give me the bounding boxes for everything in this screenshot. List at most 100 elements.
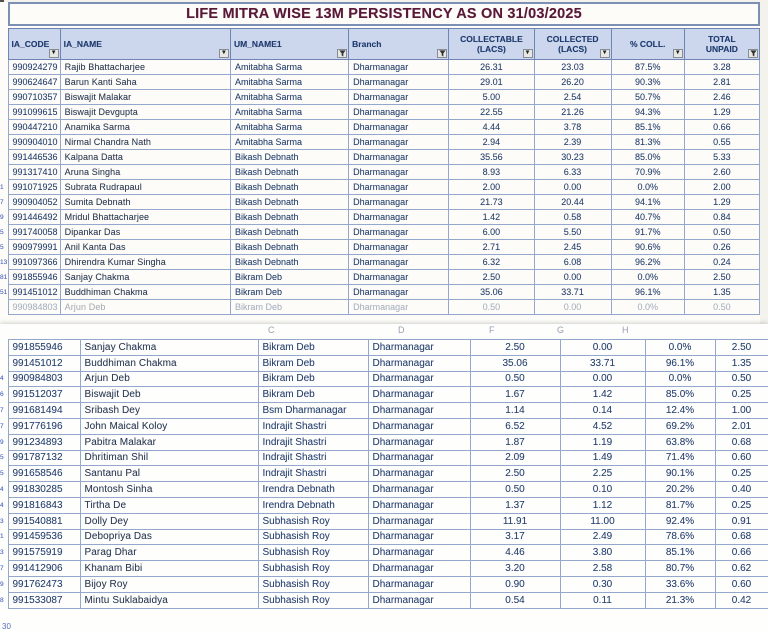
cell-branch[interactable]: Dharmanagar (367, 449, 471, 467)
cell-total[interactable]: 0.60 (714, 575, 768, 593)
row-number-fragment[interactable]: 7 (0, 402, 9, 419)
cell-coll[interactable]: 33.6% (644, 575, 716, 593)
filter-dropdown-icon[interactable]: ▾ (218, 49, 229, 58)
cell-coll[interactable]: 85.0% (610, 149, 685, 165)
column-letter-d[interactable]: D (398, 325, 405, 335)
cell-total[interactable]: 2.01 (714, 417, 768, 435)
row-number-fragment[interactable] (0, 299, 9, 315)
cell-ia-name[interactable]: Buddhiman Chakma (79, 354, 259, 372)
cell-ia-code[interactable]: 991787132 (7, 449, 81, 467)
row-number-fragment[interactable]: 9 (0, 209, 9, 225)
cell-um-name1[interactable]: Subhasish Roy (257, 591, 369, 609)
filter-funnel-icon[interactable] (437, 49, 448, 58)
cell-branch[interactable]: Dharmanagar (367, 528, 471, 546)
cell-coll[interactable]: 90.6% (610, 239, 685, 255)
cell-branch[interactable]: Dharmanagar (348, 149, 450, 165)
cell-total[interactable]: 1.29 (683, 194, 760, 210)
cell-um-name1[interactable]: Bikram Deb (257, 354, 369, 372)
cell-collectable[interactable]: 3.20 (469, 560, 561, 577)
row-number-fragment[interactable] (0, 59, 9, 75)
cell-total[interactable]: 2.00 (683, 179, 760, 195)
col-header-collectable[interactable]: COLLECTABLE (LACS) ▾ (448, 28, 535, 60)
cell-um-name1[interactable]: Amitabha Sarma (229, 134, 350, 150)
cell-ia-name[interactable]: Santanu Pal (79, 465, 259, 483)
cell-ia-code[interactable]: 990984803 (7, 299, 61, 315)
cell-collectable[interactable]: 0.54 (469, 591, 561, 609)
cell-ia-code[interactable]: 991540881 (7, 512, 81, 530)
cell-collected[interactable]: 33.71 (533, 284, 612, 300)
cell-coll[interactable]: 92.4% (644, 512, 716, 530)
cell-um-name1[interactable]: Bikash Debnath (229, 209, 350, 225)
cell-um-name1[interactable]: Bikram Deb (229, 299, 350, 315)
cell-collected[interactable]: 0.00 (533, 299, 612, 315)
cell-collectable[interactable]: 1.37 (469, 496, 561, 514)
cell-branch[interactable]: Dharmanagar (367, 481, 471, 498)
cell-ia-name[interactable]: Mridul Bhattacharjee (59, 209, 231, 225)
filter-dropdown-icon[interactable]: ▾ (599, 49, 610, 58)
row-number-fragment[interactable]: 13 (0, 254, 9, 270)
cell-total[interactable]: 2.81 (683, 74, 760, 90)
cell-ia-code[interactable]: 991575919 (7, 544, 81, 562)
cell-ia-name[interactable]: Tirtha De (79, 496, 259, 514)
cell-coll[interactable]: 87.5% (610, 59, 685, 75)
cell-ia-name[interactable]: Arjun Deb (59, 299, 231, 315)
cell-coll[interactable]: 71.4% (644, 449, 716, 467)
cell-coll[interactable]: 81.7% (644, 496, 716, 514)
cell-ia-code[interactable]: 991512037 (7, 386, 81, 404)
cell-branch[interactable]: Dharmanagar (348, 89, 450, 105)
cell-branch[interactable]: Dharmanagar (367, 465, 471, 483)
cell-branch[interactable]: Dharmanagar (367, 544, 471, 562)
cell-ia-name[interactable]: Sanjay Chakma (79, 339, 259, 356)
cell-coll[interactable]: 12.4% (644, 402, 716, 419)
filter-dropdown-icon[interactable]: ▾ (672, 49, 683, 58)
cell-branch[interactable]: Dharmanagar (348, 209, 450, 225)
cell-branch[interactable]: Dharmanagar (348, 59, 450, 75)
column-letter-c[interactable]: C (268, 325, 275, 335)
cell-collected[interactable]: 6.08 (533, 254, 612, 270)
cell-coll[interactable]: 90.1% (644, 465, 716, 483)
cell-branch[interactable]: Dharmanagar (348, 104, 450, 120)
cell-coll[interactable]: 90.3% (610, 74, 685, 90)
cell-branch[interactable]: Dharmanagar (348, 164, 450, 180)
cell-collected[interactable]: 0.00 (559, 339, 646, 356)
cell-ia-code[interactable]: 990979991 (7, 239, 61, 255)
cell-um-name1[interactable]: Amitabha Sarma (229, 74, 350, 90)
cell-ia-code[interactable]: 991762473 (7, 575, 81, 593)
cell-total[interactable]: 0.68 (714, 433, 768, 451)
cell-total[interactable]: 1.35 (714, 354, 768, 372)
cell-branch[interactable]: Dharmanagar (367, 591, 471, 609)
cell-um-name1[interactable]: Amitabha Sarma (229, 104, 350, 120)
row-number-fragment[interactable]: 3 (0, 513, 9, 530)
row-number-fragment[interactable]: 51 (0, 284, 9, 300)
cell-collectable[interactable]: 35.06 (448, 284, 535, 300)
col-header-um-name1[interactable]: UM_NAME1 (229, 28, 350, 60)
cell-ia-name[interactable]: Biswajit Deb (79, 386, 259, 404)
cell-collectable[interactable]: 1.87 (469, 433, 561, 451)
cell-ia-name[interactable]: Kalpana Datta (59, 149, 231, 165)
col-header-collected[interactable]: COLLECTED (LACS) ▾ (533, 28, 612, 60)
cell-collectable[interactable]: 0.50 (469, 370, 561, 388)
cell-collected[interactable]: 2.58 (559, 560, 646, 577)
cell-collectable[interactable]: 1.14 (469, 402, 561, 419)
cell-branch[interactable]: Dharmanagar (367, 512, 471, 530)
cell-ia-code[interactable]: 991855946 (7, 269, 61, 285)
cell-collectable[interactable]: 0.50 (469, 481, 561, 498)
cell-ia-name[interactable]: Dolly Dey (79, 512, 259, 530)
cell-um-name1[interactable]: Bikram Deb (257, 370, 369, 388)
cell-collectable[interactable]: 2.50 (469, 339, 561, 356)
row-number-fragment[interactable] (0, 164, 9, 180)
row-number-fragment[interactable] (0, 355, 9, 372)
cell-ia-code[interactable]: 991446536 (7, 149, 61, 165)
cell-total[interactable]: 3.28 (683, 59, 760, 75)
cell-ia-code[interactable]: 991446492 (7, 209, 61, 225)
cell-collected[interactable]: 1.49 (559, 449, 646, 467)
cell-total[interactable]: 0.25 (714, 496, 768, 514)
cell-coll[interactable]: 96.1% (610, 284, 685, 300)
cell-ia-code[interactable]: 991658546 (7, 465, 81, 483)
row-number-fragment[interactable]: 81 (0, 269, 9, 285)
row-number-fragment[interactable]: 1 (0, 179, 9, 195)
cell-coll[interactable]: 0.0% (644, 339, 716, 356)
cell-coll[interactable]: 80.7% (644, 560, 716, 577)
cell-collectable[interactable]: 2.50 (469, 465, 561, 483)
cell-ia-name[interactable]: Parag Dhar (79, 544, 259, 562)
